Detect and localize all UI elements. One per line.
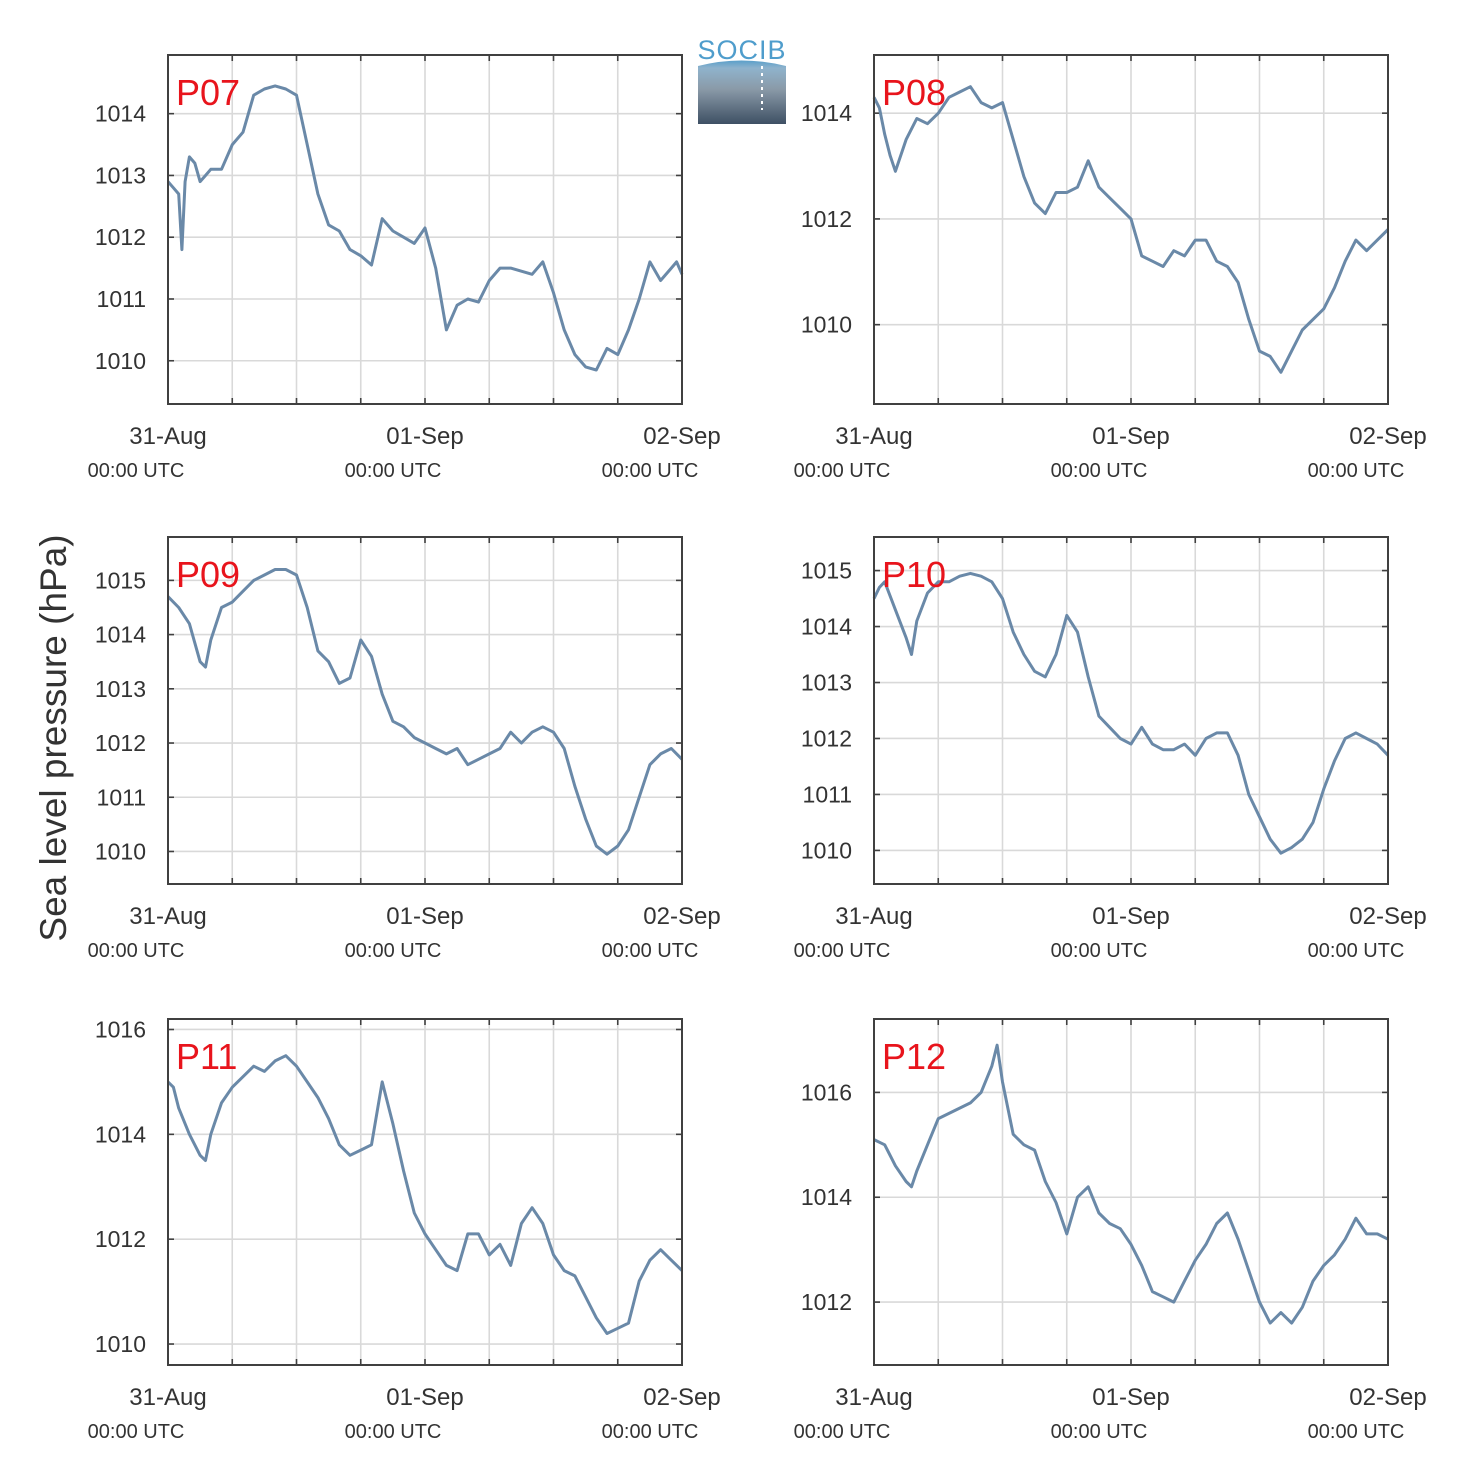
pressure-series-line	[872, 571, 1390, 855]
x-tick-label-date: 02-Sep	[643, 423, 720, 450]
x-tick-label-date: 02-Sep	[643, 903, 720, 930]
x-tick-label-time: 00:00 UTC	[88, 460, 185, 482]
y-tick-label: 1015	[95, 567, 146, 593]
x-tick-label-time: 00:00 UTC	[1051, 460, 1148, 482]
x-tick-label-time: 00:00 UTC	[794, 460, 891, 482]
y-tick-label: 1012	[95, 224, 146, 250]
plot-frame	[873, 536, 1389, 885]
y-tick-label: 1010	[95, 838, 146, 864]
x-tick-label-date: 31-Aug	[129, 903, 206, 930]
station-label: P08	[882, 72, 946, 113]
panels: 1010 1011 1012 1013 1014 31-Aug 00:00 UTC 01-Se…	[88, 54, 1427, 1443]
panel-p10: 1010 1011 1012 1013 1014 1015 31-Aug 00:00 UTC 0…	[794, 536, 1427, 962]
plot-frame	[873, 54, 1389, 405]
y-tick-label: 1015	[801, 558, 852, 584]
pressure-series-line	[873, 1043, 1389, 1325]
y-tick-label: 1014	[801, 1184, 852, 1210]
y-tick-label: 1012	[95, 1226, 146, 1252]
station-label: P11	[176, 1036, 237, 1077]
x-tick-label-date: 01-Sep	[386, 423, 463, 450]
x-tick-label-time: 00:00 UTC	[1051, 940, 1148, 962]
station-label: P10	[882, 554, 946, 595]
x-tick-label-time: 00:00 UTC	[1308, 460, 1405, 482]
y-tick-label: 1011	[97, 286, 146, 312]
x-tick-label-time: 00:00 UTC	[345, 940, 442, 962]
socib-logo: SOCIB	[697, 35, 786, 124]
y-tick-label: 1010	[95, 1331, 146, 1357]
x-tick-label-time: 00:00 UTC	[794, 1421, 891, 1443]
logo-text: SOCIB	[697, 35, 786, 65]
logo-emblem	[698, 60, 786, 124]
x-tick-label-time: 00:00 UTC	[1308, 1421, 1405, 1443]
pressure-series-line	[872, 85, 1390, 374]
y-tick-label: 1012	[95, 730, 146, 756]
panel-p12: 1012 1014 1016 31-Aug 00:00 UTC 01-Sep 00:00 U…	[794, 1018, 1427, 1443]
y-tick-label: 1014	[801, 614, 852, 640]
y-tick-label: 1013	[95, 162, 146, 188]
y-tick-label: 1016	[801, 1079, 852, 1105]
station-label: P07	[176, 72, 240, 113]
y-tick-label: 1014	[801, 100, 852, 126]
x-tick-label-date: 02-Sep	[1349, 1384, 1426, 1411]
x-tick-label-date: 02-Sep	[643, 1384, 720, 1411]
pressure-series-line	[166, 84, 684, 372]
y-tick-label: 1010	[95, 348, 146, 374]
x-tick-label-time: 00:00 UTC	[602, 460, 699, 482]
y-tick-label: 1010	[801, 312, 852, 338]
x-tick-label-date: 31-Aug	[835, 423, 912, 450]
y-tick-label: 1014	[95, 1121, 146, 1147]
plot-frame	[167, 1018, 683, 1366]
x-tick-label-time: 00:00 UTC	[602, 940, 699, 962]
pressure-series-line	[166, 1054, 684, 1335]
y-tick-label: 1016	[95, 1016, 146, 1042]
x-tick-label-time: 00:00 UTC	[1308, 940, 1405, 962]
x-tick-label-date: 31-Aug	[129, 1384, 206, 1411]
panel-p09: 1010 1011 1012 1013 1014 1015 31-Aug 00:00 UTC 0…	[88, 536, 721, 962]
y-tick-label: 1011	[97, 784, 146, 810]
x-tick-label-date: 01-Sep	[386, 903, 463, 930]
x-tick-label-time: 00:00 UTC	[88, 1421, 185, 1443]
x-tick-label-time: 00:00 UTC	[345, 460, 442, 482]
plot-frame	[167, 536, 683, 885]
y-tick-label: 1014	[95, 622, 146, 648]
plot-frame	[167, 54, 683, 405]
y-tick-label: 1011	[803, 781, 852, 807]
y-tick-label: 1010	[801, 837, 852, 863]
x-tick-label-date: 01-Sep	[1092, 1384, 1169, 1411]
x-tick-label-date: 01-Sep	[1092, 423, 1169, 450]
x-tick-label-date: 02-Sep	[1349, 903, 1426, 930]
x-tick-label-time: 00:00 UTC	[794, 940, 891, 962]
pressure-series-line	[166, 568, 684, 856]
x-tick-label-time: 00:00 UTC	[1051, 1421, 1148, 1443]
x-tick-label-time: 00:00 UTC	[88, 940, 185, 962]
y-tick-label: 1012	[801, 206, 852, 232]
x-tick-label-time: 00:00 UTC	[345, 1421, 442, 1443]
y-tick-label: 1013	[95, 676, 146, 702]
panel-p07: 1010 1011 1012 1013 1014 31-Aug 00:00 UTC 01-Se…	[88, 54, 721, 482]
x-tick-label-date: 31-Aug	[835, 1384, 912, 1411]
panel-p11: 1010 1012 1014 1016 31-Aug 00:00 UTC 01-Sep 00:…	[88, 1016, 721, 1443]
y-axis-label: Sea level pressure (hPa)	[33, 534, 74, 941]
x-tick-label-date: 31-Aug	[129, 423, 206, 450]
x-tick-label-date: 02-Sep	[1349, 423, 1426, 450]
y-tick-label: 1014	[95, 101, 146, 127]
y-tick-label: 1012	[801, 725, 852, 751]
station-label: P09	[176, 554, 240, 595]
plot-frame	[873, 1018, 1389, 1366]
station-label: P12	[882, 1036, 946, 1077]
x-tick-label-date: 01-Sep	[386, 1384, 463, 1411]
panel-p08: 1010 1012 1014 31-Aug 00:00 UTC 01-Sep 00:00 U…	[794, 54, 1427, 482]
y-tick-label: 1012	[801, 1289, 852, 1315]
y-tick-label: 1013	[801, 670, 852, 696]
x-tick-label-date: 01-Sep	[1092, 903, 1169, 930]
x-tick-label-date: 31-Aug	[835, 903, 912, 930]
x-tick-label-time: 00:00 UTC	[602, 1421, 699, 1443]
